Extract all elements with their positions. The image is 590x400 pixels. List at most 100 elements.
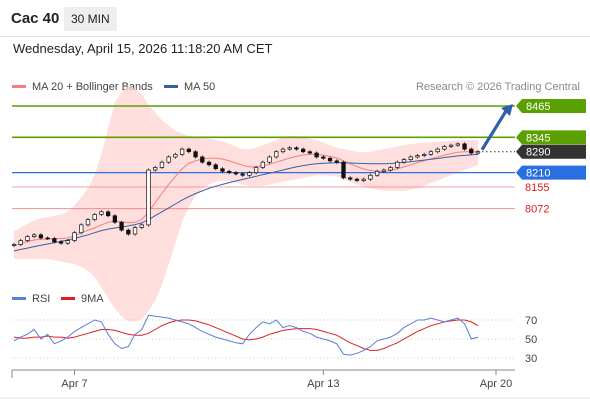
candle-body — [348, 177, 353, 180]
bollinger-band-area — [14, 86, 478, 322]
candle-body — [227, 170, 232, 173]
candle-body — [240, 173, 245, 176]
x-tick-label-0: Apr 7 — [61, 378, 87, 390]
candle-body — [307, 151, 313, 154]
candle-body — [11, 244, 17, 246]
candle-body — [32, 234, 37, 237]
datetime-text: Wednesday, April 15, 2026 11:18:20 AM CE… — [13, 41, 273, 56]
watermark-text: Research © 2026 Trading Central — [416, 81, 580, 93]
candle-body — [179, 148, 185, 155]
rsi-line — [13, 314, 479, 356]
candle-body — [321, 156, 326, 159]
level-label-8465: 8465 — [526, 101, 550, 113]
candle-body — [260, 161, 265, 168]
ma50-line — [13, 153, 479, 252]
x-tick-label-2: Apr 20 — [480, 378, 512, 390]
candle-body — [475, 151, 481, 154]
legend-swatch-rsi — [12, 297, 26, 300]
candle-body — [341, 161, 346, 179]
rsi-tick-70: 70 — [525, 315, 537, 327]
candle-body — [58, 241, 64, 244]
level-label-8290: 8290 — [526, 147, 550, 159]
candle-body — [72, 232, 77, 241]
level-label-8210: 8210 — [526, 168, 550, 180]
x-tick-label-1: Apr 13 — [307, 378, 339, 390]
candle-body — [206, 161, 212, 166]
legend-label-0: MA 20 + Bollinger Bands — [32, 81, 153, 93]
candle-body — [233, 172, 239, 175]
rsi-ma9-line — [13, 319, 479, 351]
candle-body — [200, 156, 205, 163]
candle-body — [126, 229, 131, 235]
candle-body — [448, 144, 454, 147]
candle-body — [381, 169, 387, 172]
candle-body — [294, 147, 299, 150]
timeframe-chip[interactable]: 30 MIN — [64, 7, 117, 31]
candle-body — [301, 148, 306, 153]
candle-body — [99, 211, 104, 215]
rsi-tick-30: 30 — [525, 353, 537, 365]
candle-body — [267, 156, 272, 163]
candle-body — [314, 152, 319, 158]
candle-body — [38, 234, 44, 239]
candle-body — [25, 236, 30, 241]
legend-swatch-1 — [164, 85, 178, 88]
candle-body — [112, 215, 118, 223]
instrument-title: Cac 40 — [11, 10, 60, 27]
projection-arrow-head — [501, 104, 513, 116]
x-axis: Apr 7 Apr 13 Apr 20 — [0, 369, 590, 399]
candle-body — [455, 143, 460, 146]
candle-body — [146, 169, 151, 226]
candle-body — [428, 151, 434, 155]
projection-arrow-line — [480, 110, 508, 151]
candle-body — [139, 224, 144, 228]
candle-body — [220, 168, 225, 172]
candle-body — [92, 214, 97, 221]
candle-body — [368, 174, 373, 180]
candle-body — [79, 224, 84, 234]
legend-swatch-9ma — [61, 297, 75, 300]
candle-body — [153, 167, 158, 171]
candle-body — [408, 156, 413, 160]
candle-body — [469, 148, 474, 154]
level-tag-8345 — [516, 130, 586, 145]
legend-label-9ma: 9MA — [81, 293, 104, 305]
level-label-8345: 8345 — [526, 132, 550, 144]
candle-body — [173, 153, 178, 158]
candle-body — [193, 151, 198, 158]
candle-body — [280, 148, 286, 153]
level-label-8155: 8155 — [525, 182, 549, 194]
candle-body — [247, 172, 252, 176]
legend-swatch-0 — [12, 85, 26, 88]
candle-body — [374, 170, 380, 176]
candle-body — [105, 211, 111, 217]
candle-body — [213, 164, 218, 170]
candle-body — [166, 156, 171, 163]
candle-body — [186, 148, 191, 153]
level-label-8072: 8072 — [525, 204, 549, 216]
candle-body — [422, 153, 427, 156]
candle-body — [442, 146, 447, 150]
candle-body — [435, 148, 440, 153]
legend-label-rsi: RSI — [32, 293, 50, 305]
rsi-tick-50: 50 — [525, 334, 537, 346]
candle-body — [462, 143, 467, 150]
ma20-line — [13, 151, 478, 247]
legend-label-1: MA 50 — [184, 81, 215, 93]
candle-body — [361, 178, 366, 181]
candle-body — [119, 221, 124, 231]
candle-body — [132, 227, 138, 235]
candle-body — [253, 167, 259, 173]
candle-body — [85, 219, 91, 226]
candle-body — [52, 238, 57, 243]
candle-body — [18, 240, 23, 245]
candle-body — [415, 155, 420, 158]
candle-body — [388, 167, 393, 171]
candle-body — [159, 161, 165, 168]
level-tag-8210 — [516, 165, 586, 180]
candle-body — [334, 160, 339, 163]
rsi-panel: RSI 9MA 70 50 30 — [12, 293, 537, 365]
candle-body — [287, 147, 292, 150]
level-tag-8290 — [516, 144, 586, 159]
